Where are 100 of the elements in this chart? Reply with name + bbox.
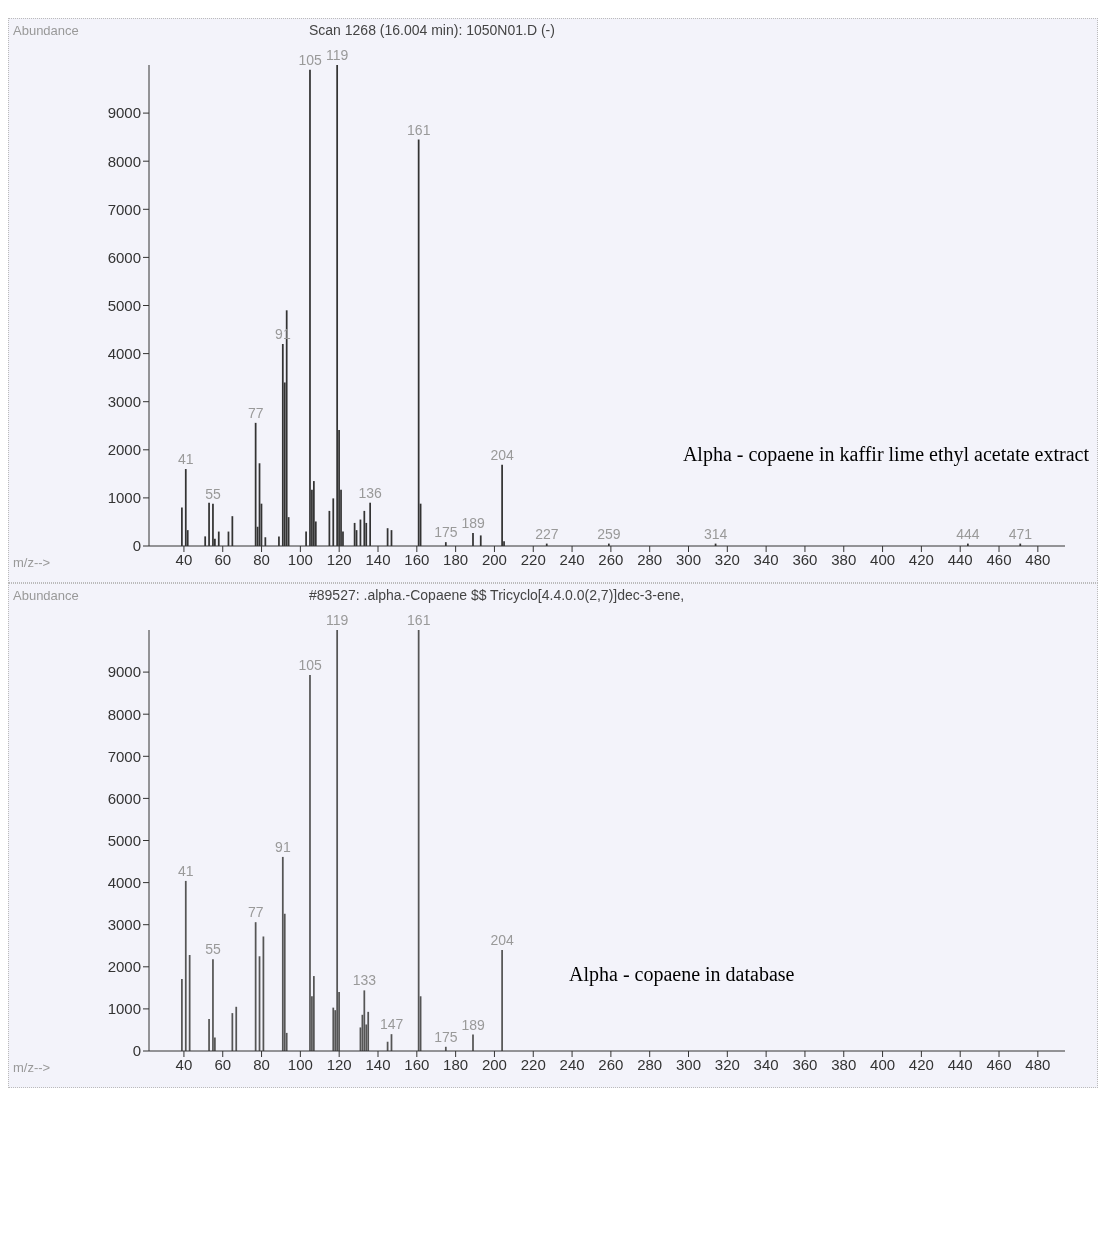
x-tick-label: 100 xyxy=(287,550,313,568)
x-tick-label: 360 xyxy=(792,1055,818,1073)
x-tick-label: 240 xyxy=(559,1055,585,1073)
x-tick-label: 100 xyxy=(287,1055,313,1073)
x-tick-label: 420 xyxy=(908,1055,934,1073)
x-tick-label: 120 xyxy=(326,1055,352,1073)
x-tick-label: 180 xyxy=(443,1055,469,1073)
x-tick-label: 60 xyxy=(214,1055,232,1073)
annotation: 189 xyxy=(461,1016,485,1033)
x-tick-label: 40 xyxy=(175,1055,193,1073)
x-tick-label: 220 xyxy=(520,1055,546,1073)
x-tick-label: 80 xyxy=(253,550,270,568)
y-tick-label: 5000 xyxy=(107,831,141,849)
chart-title: Scan 1268 (16.004 min): 1050N01.D (-) xyxy=(309,22,555,38)
y-tick-label: 0 xyxy=(132,1042,141,1060)
annotation: 471 xyxy=(1008,525,1033,542)
x-tick-label: 180 xyxy=(443,550,469,568)
y-axis-title: Abundance xyxy=(13,23,79,38)
x-tick-label: 400 xyxy=(870,1055,896,1073)
x-tick-label: 440 xyxy=(947,1055,973,1073)
x-tick-label: 460 xyxy=(986,1055,1012,1073)
annotation: 314 xyxy=(704,525,728,542)
y-tick-label: 7000 xyxy=(107,200,141,218)
x-tick-label: 60 xyxy=(214,550,232,568)
y-tick-label: 7000 xyxy=(107,747,141,765)
x-tick-label: 420 xyxy=(908,550,934,568)
x-tick-label: 160 xyxy=(404,550,430,568)
x-tick-label: 120 xyxy=(326,550,352,568)
annotation: 105 xyxy=(298,657,322,674)
y-tick-label: 3000 xyxy=(107,393,141,411)
y-tick-label: 4000 xyxy=(107,344,141,362)
annotation: 41 xyxy=(178,451,194,468)
x-tick-label: 320 xyxy=(714,550,740,568)
x-tick-label: 240 xyxy=(559,550,585,568)
x-tick-label: 300 xyxy=(675,1055,702,1073)
annotation: 204 xyxy=(490,446,515,463)
annotation: 77 xyxy=(247,904,264,921)
annotation: 55 xyxy=(205,485,222,502)
x-tick-label: 260 xyxy=(598,1055,624,1073)
x-axis-title: m/z--> xyxy=(13,1060,51,1075)
x-tick-label: 320 xyxy=(714,1055,740,1073)
annotation: 175 xyxy=(434,524,458,541)
x-tick-label: 480 xyxy=(1025,550,1051,568)
y-tick-label: 8000 xyxy=(107,152,141,170)
x-tick-label: 80 xyxy=(253,1055,270,1073)
annotation: 259 xyxy=(597,525,621,542)
annotation: Alpha - copaene in kaffir lime ethyl acetate extract xyxy=(682,443,1089,466)
x-tick-label: 40 xyxy=(175,550,193,568)
y-tick-label: 9000 xyxy=(107,663,141,681)
annotation: 227 xyxy=(535,525,559,542)
x-tick-label: 280 xyxy=(637,1055,663,1073)
chart-title: #89527: .alpha.-Copaene $$ Tricyclo[4.4.0.0(2,7)]dec-3-ene, xyxy=(309,587,685,603)
y-tick-label: 5000 xyxy=(107,296,141,314)
x-tick-label: 220 xyxy=(520,550,546,568)
y-tick-label: 0 xyxy=(132,537,141,555)
annotation: 147 xyxy=(379,1016,404,1033)
x-tick-label: 480 xyxy=(1025,1055,1051,1073)
y-tick-label: 9000 xyxy=(107,104,141,122)
x-tick-label: 200 xyxy=(481,1055,507,1073)
y-tick-label: 1000 xyxy=(107,489,141,507)
y-tick-label: 6000 xyxy=(107,248,141,266)
x-tick-label: 280 xyxy=(637,550,663,568)
annotation: 55 xyxy=(205,941,222,958)
annotation: 105 xyxy=(298,51,322,68)
annotation: 161 xyxy=(407,612,431,628)
annotation: 41 xyxy=(178,862,194,879)
annotation: 77 xyxy=(247,404,264,421)
x-axis-title: m/z--> xyxy=(13,555,51,570)
annotation: 119 xyxy=(326,612,349,628)
x-tick-label: 460 xyxy=(986,550,1012,568)
annotation: 189 xyxy=(461,515,485,532)
y-axis-title: Abundance xyxy=(13,588,79,603)
y-tick-label: 6000 xyxy=(107,789,141,807)
x-tick-label: 340 xyxy=(753,550,779,568)
y-tick-label: 1000 xyxy=(107,1000,141,1018)
x-tick-label: 160 xyxy=(404,1055,430,1073)
x-tick-label: 140 xyxy=(365,1055,391,1073)
x-tick-label: 380 xyxy=(831,1055,857,1073)
x-tick-label: 360 xyxy=(792,550,818,568)
x-tick-label: 300 xyxy=(675,550,702,568)
x-tick-label: 400 xyxy=(870,550,896,568)
annotation: Alpha - copaene in database xyxy=(569,963,795,986)
y-tick-label: 2000 xyxy=(107,441,141,459)
y-tick-label: 8000 xyxy=(107,705,141,723)
y-tick-label: 4000 xyxy=(107,873,141,891)
annotation: 133 xyxy=(352,972,377,989)
annotation: 204 xyxy=(490,931,515,948)
annotation: 136 xyxy=(358,484,383,501)
x-tick-label: 440 xyxy=(947,550,973,568)
annotation: 175 xyxy=(434,1028,458,1045)
x-tick-label: 140 xyxy=(365,550,391,568)
annotation: 444 xyxy=(956,525,980,542)
annotation: 161 xyxy=(407,121,431,138)
annotation: 91 xyxy=(275,838,291,855)
x-tick-label: 260 xyxy=(598,550,624,568)
x-tick-label: 200 xyxy=(481,550,507,568)
annotation: 119 xyxy=(326,47,349,63)
x-tick-label: 380 xyxy=(831,550,857,568)
x-tick-label: 340 xyxy=(753,1055,779,1073)
y-tick-label: 3000 xyxy=(107,916,141,934)
